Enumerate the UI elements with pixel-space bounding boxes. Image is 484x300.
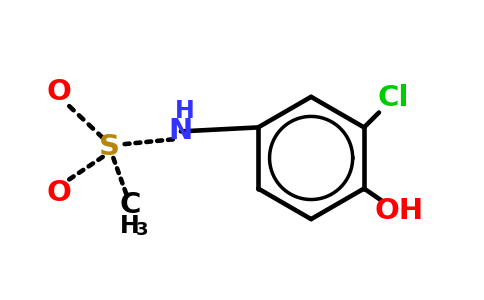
Text: O: O [46, 178, 71, 206]
Text: OH: OH [374, 197, 423, 225]
Text: H: H [175, 99, 195, 123]
Text: O: O [46, 77, 71, 106]
Text: H: H [120, 214, 139, 238]
Text: C: C [120, 191, 141, 219]
Text: Cl: Cl [378, 84, 409, 112]
Text: N: N [169, 117, 193, 146]
Text: S: S [99, 133, 120, 161]
Text: 3: 3 [136, 221, 148, 239]
